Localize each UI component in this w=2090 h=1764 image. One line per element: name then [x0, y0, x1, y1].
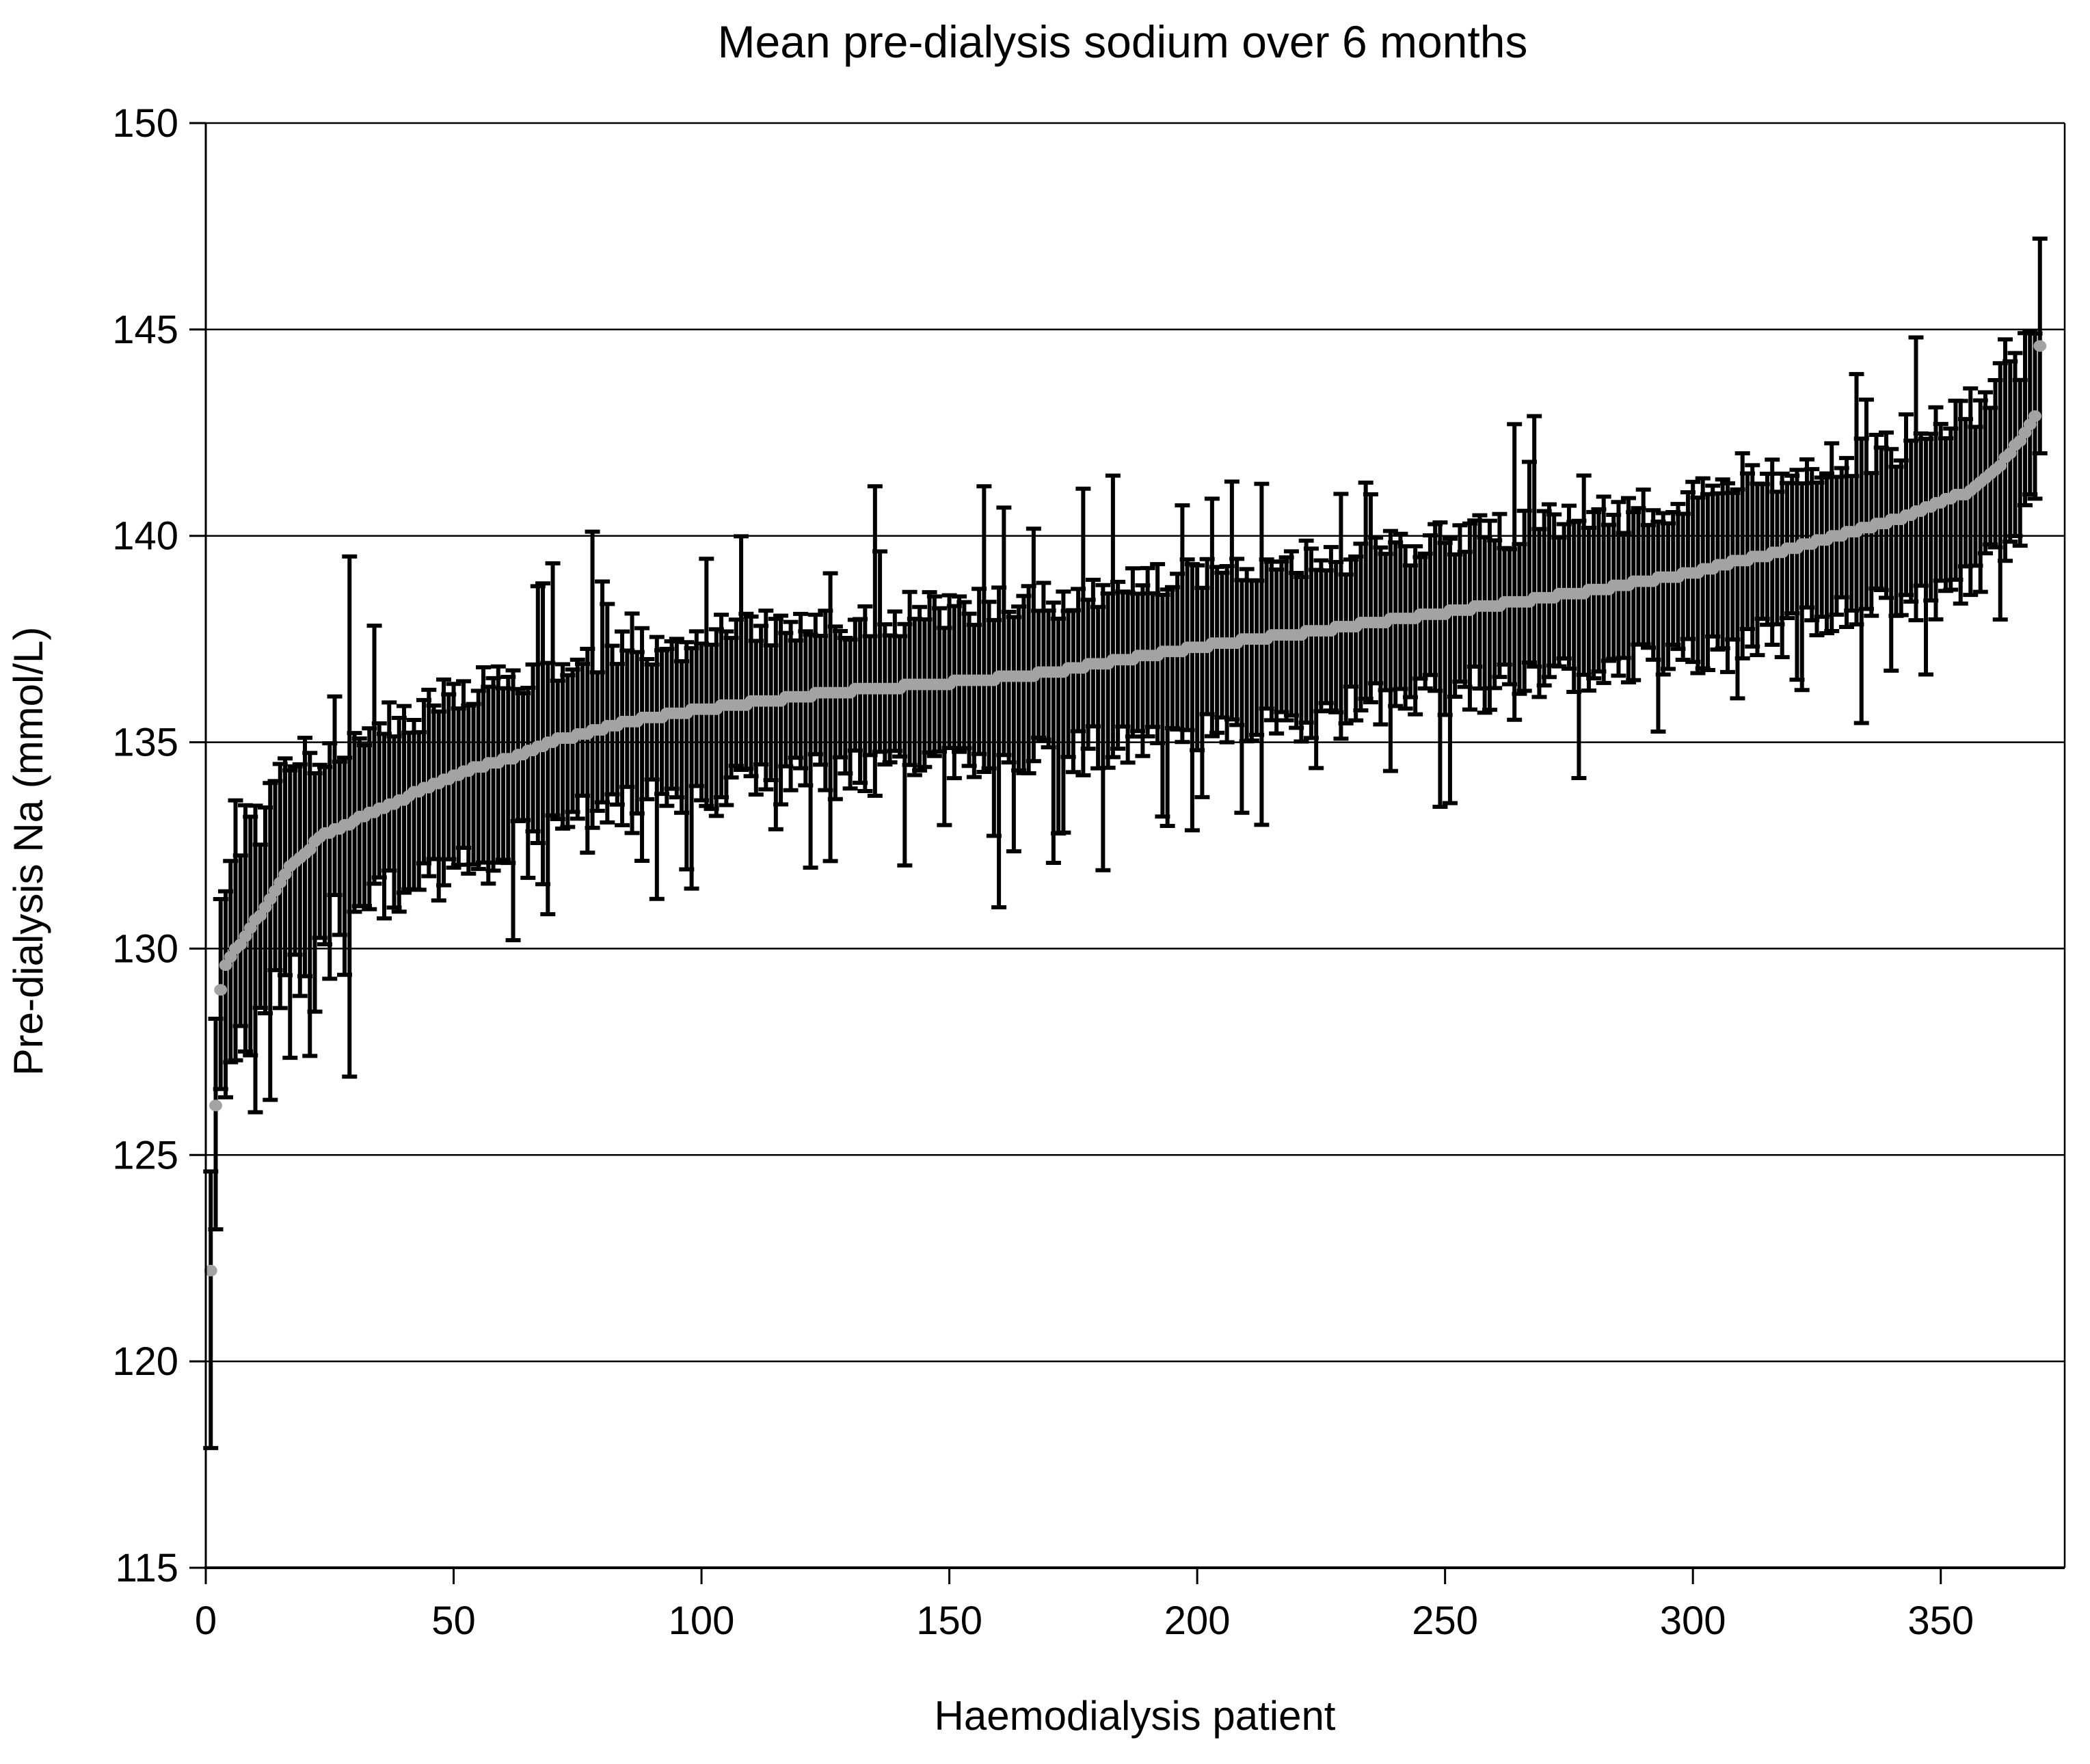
error-bar: [1838, 455, 1854, 629]
error-bar: [1075, 486, 1091, 777]
error-bar: [1026, 526, 1041, 764]
error-bar: [302, 751, 318, 1058]
x-tick-label: 50: [431, 1599, 476, 1643]
y-tick-label: 150: [112, 101, 178, 146]
data-point-marker: [214, 984, 228, 996]
x-tick-label: 150: [916, 1599, 982, 1643]
error-bar: [867, 484, 883, 798]
error-bar: [1482, 518, 1497, 712]
error-bar: [1884, 446, 1899, 673]
error-bar: [1432, 520, 1448, 809]
y-tick-labels: 115 120 125 130 135 140 145 150: [112, 101, 178, 1590]
error-bar: [585, 529, 600, 830]
error-bar: [634, 626, 650, 863]
data-point-marker: [2028, 410, 2041, 423]
error-bar: [1254, 481, 1270, 827]
error-bar: [1204, 496, 1220, 738]
error-bar: [822, 571, 838, 864]
y-tick-label: 125: [112, 1133, 178, 1177]
error-bar: [783, 619, 799, 792]
error-bar: [342, 554, 358, 1079]
error-bar: [827, 624, 843, 801]
y-axis-title: Pre-dialysis Na (mmol/L): [5, 627, 51, 1076]
error-bar: [773, 613, 789, 807]
x-tick-label: 350: [1907, 1599, 1974, 1643]
x-tick-labels: 0 50 100 150 200 250 300 350: [195, 1599, 1974, 1643]
error-bar: [1442, 536, 1458, 805]
error-bars: [203, 237, 2048, 1450]
y-tick-label: 135: [112, 721, 178, 765]
error-bar: [505, 668, 521, 943]
error-bar: [649, 634, 665, 901]
y-tick-label: 145: [112, 308, 178, 352]
error-bar: [1333, 492, 1349, 741]
error-bar: [1382, 529, 1398, 773]
data-point-marker: [209, 1099, 223, 1112]
data-point-marker: [2033, 340, 2047, 352]
error-bar: [639, 657, 655, 801]
error-bar: [976, 484, 992, 775]
axis-ticks: [189, 122, 1942, 1584]
error-bar: [1541, 502, 1557, 680]
error-bar: [1774, 471, 1790, 660]
error-bar: [1095, 583, 1111, 872]
x-tick-label: 200: [1164, 1599, 1231, 1643]
error-bar: [1363, 492, 1378, 705]
plot-frame: [204, 122, 2066, 1569]
error-bar: [1908, 335, 1924, 623]
error-bar: [1408, 544, 1423, 717]
mean-markers: [204, 340, 2047, 1277]
error-bar: [366, 624, 382, 886]
error-bar: [1492, 511, 1508, 680]
error-bar: [228, 798, 243, 1063]
y-tick-label: 115: [116, 1546, 178, 1590]
x-tick-label: 100: [669, 1599, 735, 1643]
error-bar: [1175, 503, 1190, 745]
error-bar: [600, 602, 615, 825]
y-tick-label: 120: [112, 1339, 178, 1384]
error-bar: [1045, 600, 1061, 865]
x-tick-label: 0: [195, 1599, 217, 1643]
x-tick-label: 300: [1660, 1599, 1726, 1643]
x-tick-label: 250: [1412, 1599, 1478, 1643]
error-bar: [952, 594, 967, 754]
x-axis-title: Haemodialysis patient: [935, 1693, 1336, 1739]
error-bar: [1928, 405, 1944, 622]
error-bar: [1507, 422, 1523, 722]
chart-title: Mean pre-dialysis sodium over 6 months: [718, 16, 1528, 67]
error-bar: [926, 594, 942, 758]
data-point-marker: [204, 1264, 217, 1277]
y-tick-label: 140: [112, 514, 178, 559]
error-bar: [1953, 399, 1968, 606]
error-bar: [1105, 473, 1121, 760]
gridlines: [206, 328, 2065, 1363]
error-bar: [1373, 545, 1389, 727]
y-tick-label: 130: [112, 926, 178, 971]
error-bar: [877, 622, 893, 767]
error-bar: [1056, 589, 1071, 835]
